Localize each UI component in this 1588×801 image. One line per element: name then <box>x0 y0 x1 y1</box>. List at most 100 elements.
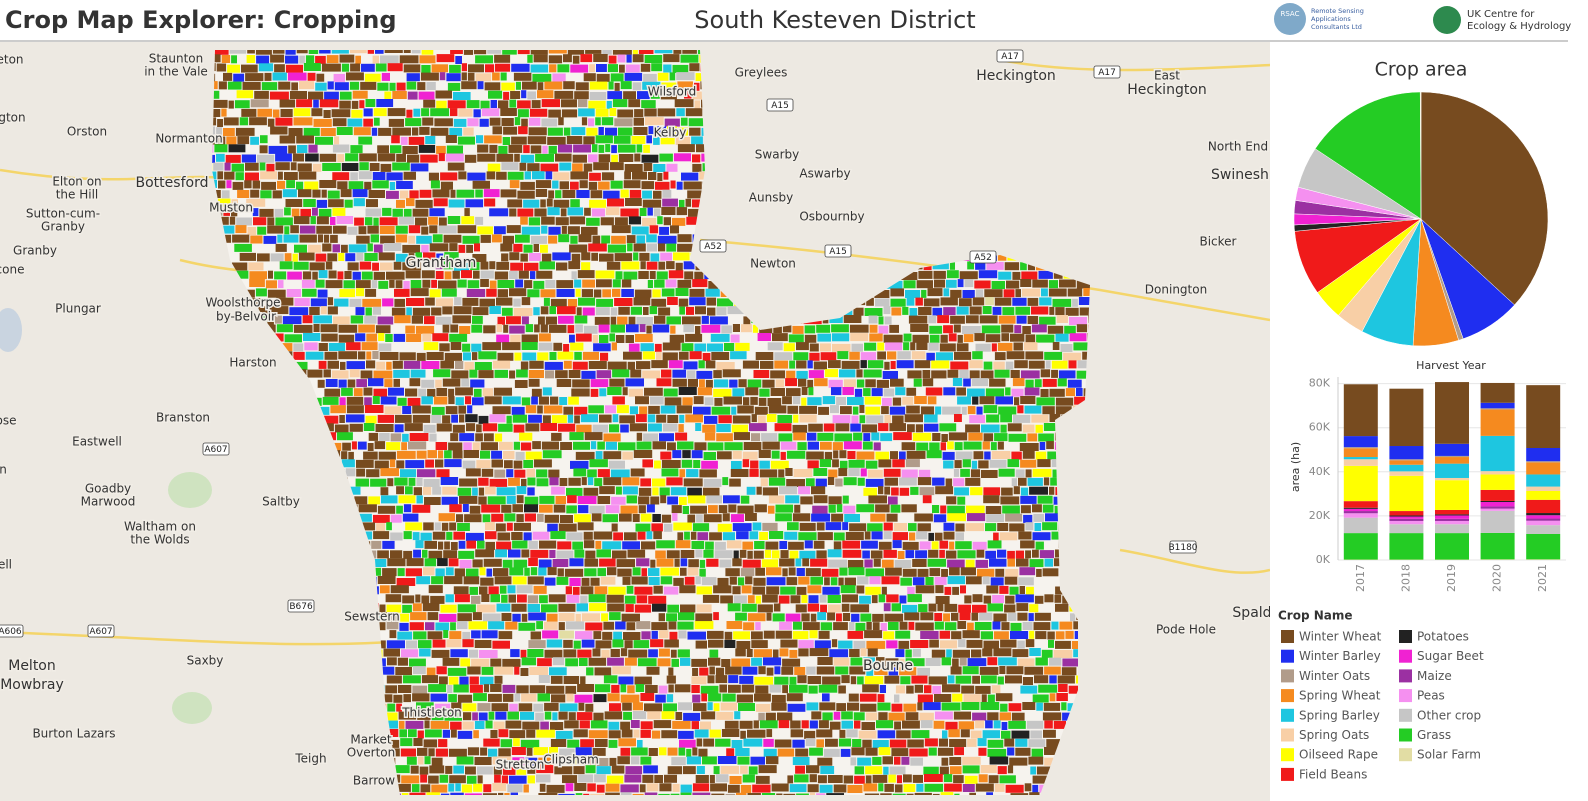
field <box>429 208 445 217</box>
field <box>625 378 644 387</box>
field <box>620 505 638 514</box>
field <box>950 315 965 324</box>
field <box>492 360 511 369</box>
field <box>570 64 589 73</box>
field <box>576 307 582 316</box>
field <box>943 460 954 469</box>
field <box>293 324 313 333</box>
field <box>725 568 740 577</box>
field <box>697 387 713 396</box>
field <box>800 496 813 505</box>
field <box>402 406 412 414</box>
field <box>313 99 319 108</box>
field <box>576 424 592 433</box>
field <box>675 262 683 271</box>
field <box>478 712 488 721</box>
field <box>494 469 506 478</box>
field <box>621 729 633 738</box>
field <box>599 558 616 567</box>
field <box>694 729 709 738</box>
field <box>291 208 300 217</box>
field <box>889 406 906 415</box>
field <box>642 217 657 226</box>
field <box>850 657 863 666</box>
field <box>253 217 267 226</box>
field <box>881 576 900 585</box>
field <box>268 145 288 154</box>
field <box>808 370 824 379</box>
field <box>444 576 463 585</box>
field <box>933 270 946 279</box>
field <box>472 307 489 316</box>
field <box>1033 513 1044 522</box>
field <box>402 146 418 154</box>
field <box>275 153 292 162</box>
field <box>942 406 961 415</box>
field <box>899 658 905 667</box>
field <box>529 108 548 117</box>
field <box>926 450 942 459</box>
field <box>757 333 771 341</box>
field <box>940 442 946 451</box>
field <box>309 262 325 271</box>
field <box>807 379 814 388</box>
field <box>612 288 621 297</box>
field <box>528 378 540 387</box>
field <box>755 703 771 712</box>
field <box>415 252 422 261</box>
field <box>495 63 511 72</box>
field <box>484 396 502 405</box>
field <box>317 289 328 298</box>
field <box>1055 631 1065 640</box>
field <box>576 603 588 612</box>
field <box>622 486 638 495</box>
field <box>384 50 403 53</box>
field <box>1018 477 1027 486</box>
field <box>450 108 458 117</box>
field <box>538 396 549 405</box>
field <box>642 199 662 208</box>
field <box>677 127 689 136</box>
field <box>528 127 547 136</box>
field <box>593 694 607 703</box>
field <box>839 567 848 576</box>
field <box>395 253 408 262</box>
field <box>555 190 562 199</box>
field <box>967 388 985 397</box>
field <box>435 316 452 325</box>
field <box>556 262 568 271</box>
field <box>895 649 905 658</box>
field <box>651 630 658 639</box>
field <box>267 289 286 298</box>
field <box>540 423 558 431</box>
field <box>603 190 620 199</box>
field <box>438 450 444 459</box>
field <box>789 684 808 693</box>
field <box>488 90 503 99</box>
field <box>541 99 560 108</box>
field <box>667 297 678 305</box>
field <box>527 604 540 612</box>
field <box>264 72 272 81</box>
field <box>378 333 385 341</box>
field <box>705 288 720 297</box>
field <box>315 82 327 91</box>
field <box>639 406 648 415</box>
field <box>532 73 552 82</box>
field <box>719 559 732 568</box>
field <box>846 729 858 738</box>
field <box>761 559 779 568</box>
field <box>533 703 544 712</box>
field <box>514 469 526 478</box>
field <box>885 280 903 289</box>
field <box>627 361 635 370</box>
field <box>565 586 572 595</box>
field <box>739 549 747 558</box>
field <box>557 306 576 315</box>
field <box>539 495 555 504</box>
field <box>1048 288 1067 297</box>
field <box>848 459 865 468</box>
field <box>653 164 666 172</box>
field <box>693 406 711 415</box>
